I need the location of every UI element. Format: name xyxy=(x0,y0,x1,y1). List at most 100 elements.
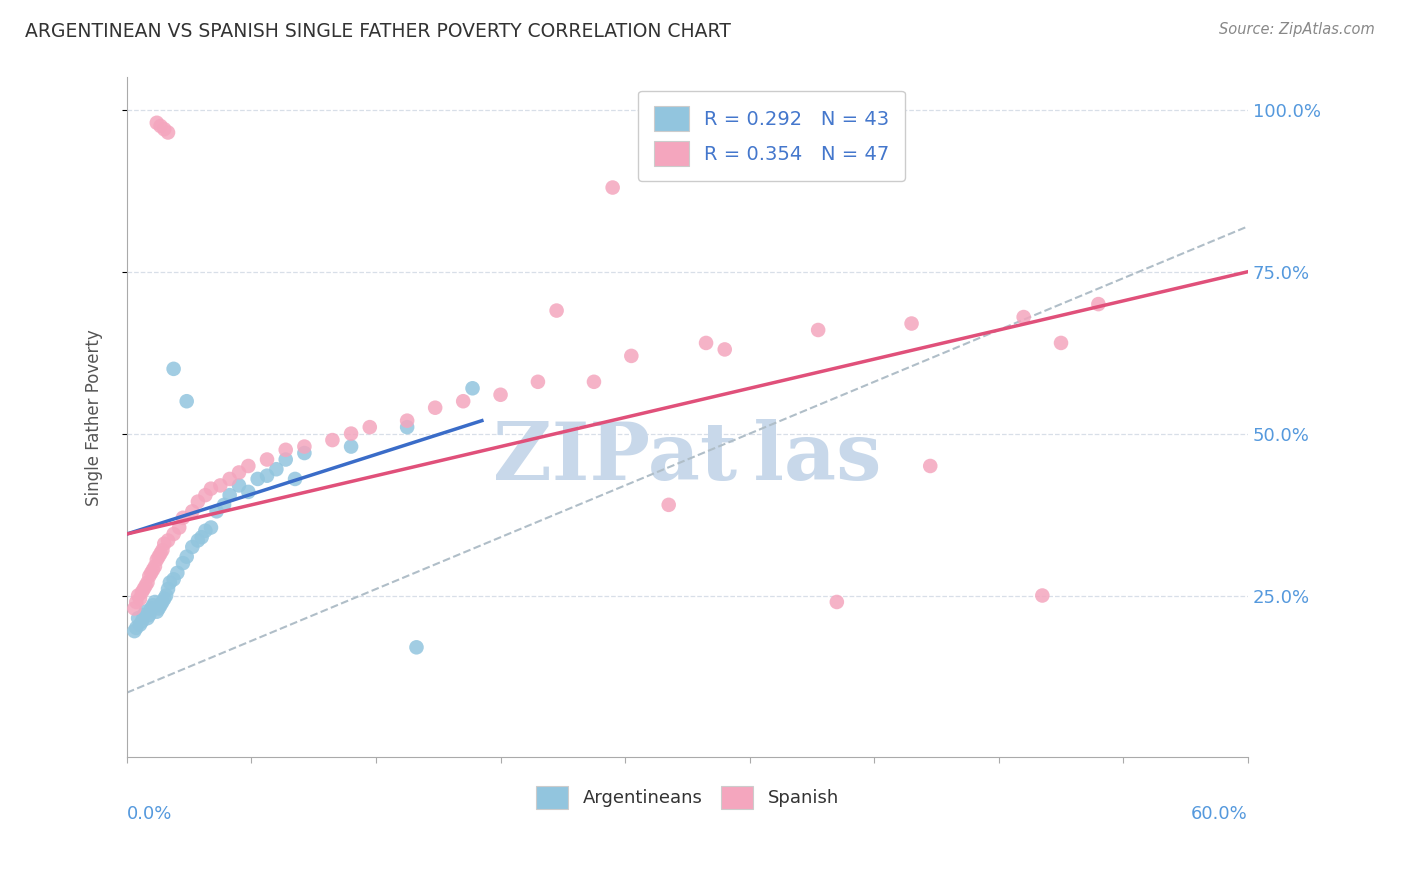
Point xyxy=(1031,589,1053,603)
Legend: Argentineans, Spanish: Argentineans, Spanish xyxy=(529,779,846,816)
Point xyxy=(181,504,204,518)
Point xyxy=(825,595,848,609)
Point xyxy=(238,458,260,473)
Point xyxy=(425,401,447,415)
Point xyxy=(187,494,209,508)
Point xyxy=(713,343,735,357)
Point xyxy=(148,601,170,615)
Point xyxy=(172,556,194,570)
Point xyxy=(127,589,149,603)
Point xyxy=(228,466,250,480)
Point xyxy=(212,498,235,512)
Point xyxy=(146,553,169,567)
Text: ZIPat las: ZIPat las xyxy=(494,419,882,497)
Point xyxy=(131,585,153,599)
Point xyxy=(156,533,179,548)
Point xyxy=(141,566,163,580)
Point xyxy=(396,414,419,428)
Point xyxy=(620,349,643,363)
Point xyxy=(284,472,307,486)
Point xyxy=(143,595,166,609)
Point xyxy=(149,119,172,133)
Point xyxy=(152,543,174,558)
Point xyxy=(340,440,363,454)
Point xyxy=(187,533,209,548)
Point xyxy=(658,498,681,512)
Point xyxy=(194,524,217,538)
Point xyxy=(142,563,165,577)
Point xyxy=(125,621,148,635)
Point xyxy=(256,468,278,483)
Text: Source: ZipAtlas.com: Source: ZipAtlas.com xyxy=(1219,22,1375,37)
Point xyxy=(166,566,188,580)
Text: ARGENTINEAN VS SPANISH SINGLE FATHER POVERTY CORRELATION CHART: ARGENTINEAN VS SPANISH SINGLE FATHER POV… xyxy=(25,22,731,41)
Point xyxy=(176,549,198,564)
Point xyxy=(340,426,363,441)
Point xyxy=(136,611,159,625)
Point xyxy=(209,478,232,492)
Point xyxy=(162,362,184,376)
Point xyxy=(1050,335,1073,350)
Point xyxy=(136,575,159,590)
Point xyxy=(461,381,484,395)
Point xyxy=(156,126,179,140)
Point xyxy=(146,605,169,619)
Point xyxy=(156,582,179,596)
Point xyxy=(695,335,717,350)
Text: 0.0%: 0.0% xyxy=(127,805,173,823)
Point xyxy=(159,575,181,590)
Point xyxy=(148,549,170,564)
Point xyxy=(138,569,160,583)
Point xyxy=(129,617,152,632)
Point xyxy=(238,484,260,499)
Point xyxy=(405,640,427,655)
Point xyxy=(1087,297,1109,311)
Point xyxy=(546,303,568,318)
Point xyxy=(527,375,550,389)
Point xyxy=(127,611,149,625)
Point xyxy=(142,598,165,612)
Point xyxy=(162,527,184,541)
Point xyxy=(1012,310,1035,324)
Point xyxy=(167,520,190,534)
Point xyxy=(292,440,315,454)
Point xyxy=(135,579,157,593)
Point xyxy=(132,607,155,622)
Point xyxy=(256,452,278,467)
Point xyxy=(131,615,153,629)
Point xyxy=(200,482,222,496)
Point xyxy=(124,624,146,639)
Point xyxy=(149,598,172,612)
Point xyxy=(135,605,157,619)
Point xyxy=(266,462,288,476)
Point xyxy=(274,442,297,457)
Point xyxy=(149,546,172,560)
Point xyxy=(246,472,269,486)
Point xyxy=(228,478,250,492)
Point xyxy=(218,488,240,502)
Point xyxy=(396,420,419,434)
Point xyxy=(162,572,184,586)
Point xyxy=(205,504,228,518)
Point xyxy=(900,317,922,331)
Point xyxy=(181,540,204,554)
Point xyxy=(807,323,830,337)
Y-axis label: Single Father Poverty: Single Father Poverty xyxy=(86,329,103,506)
Point xyxy=(321,433,343,447)
Point xyxy=(920,458,942,473)
Point xyxy=(172,510,194,524)
Point xyxy=(152,595,174,609)
Text: 60.0%: 60.0% xyxy=(1191,805,1249,823)
Point xyxy=(143,559,166,574)
Point xyxy=(602,180,624,194)
Point xyxy=(146,116,169,130)
Point xyxy=(176,394,198,409)
Point xyxy=(125,595,148,609)
Point xyxy=(153,591,176,606)
Point xyxy=(582,375,605,389)
Point xyxy=(218,472,240,486)
Point xyxy=(132,582,155,596)
Point xyxy=(200,520,222,534)
Point xyxy=(451,394,474,409)
Point xyxy=(155,589,177,603)
